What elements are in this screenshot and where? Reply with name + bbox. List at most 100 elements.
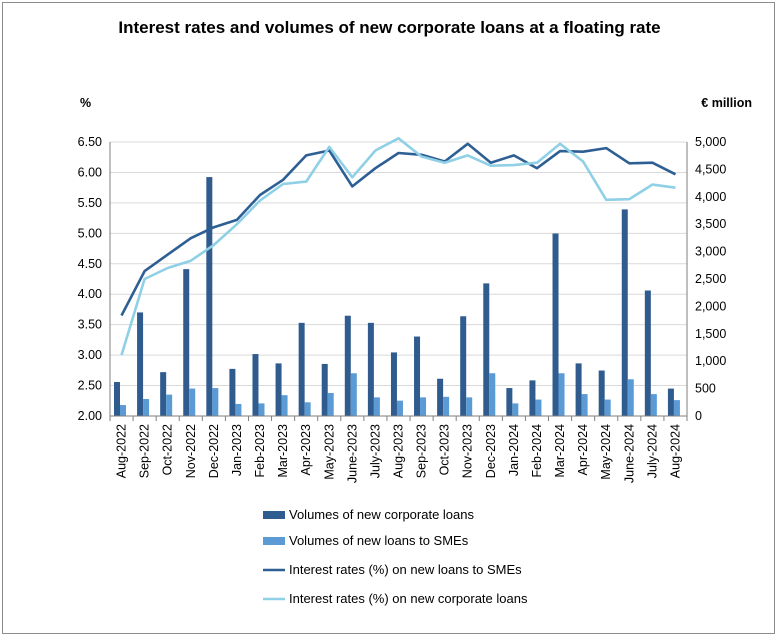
right-tick-label: 4,000 bbox=[695, 190, 726, 204]
left-tick-label: 3.50 bbox=[78, 318, 102, 332]
bar bbox=[575, 363, 582, 416]
left-axis-unit: % bbox=[80, 96, 91, 110]
x-tick-label: June-2024 bbox=[622, 424, 636, 483]
x-tick-label: Sep-2022 bbox=[138, 424, 152, 478]
series-line bbox=[120, 142, 677, 317]
x-tick-label: July-2024 bbox=[645, 424, 659, 478]
legend: Volumes of new corporate loans Volumes of… bbox=[263, 507, 528, 606]
x-tick-label: Oct-2022 bbox=[161, 424, 175, 475]
left-tick-label: 4.00 bbox=[78, 287, 102, 301]
x-tick-label: Dec-2022 bbox=[207, 424, 221, 478]
chart-title: Interest rates and volumes of new corpor… bbox=[118, 18, 661, 37]
bar bbox=[460, 316, 467, 416]
x-tick-label: June-2023 bbox=[345, 424, 359, 483]
bar bbox=[120, 405, 126, 416]
bar bbox=[581, 394, 588, 416]
right-tick-label: 2,000 bbox=[695, 299, 726, 313]
gridlines bbox=[110, 141, 687, 417]
right-tick-label: 2,500 bbox=[695, 272, 726, 286]
bar bbox=[420, 397, 427, 416]
bar bbox=[558, 373, 565, 416]
bar bbox=[535, 399, 542, 416]
x-tick-label: Dec-2023 bbox=[484, 424, 498, 478]
x-tick-label: Aug-2022 bbox=[115, 424, 129, 478]
bar bbox=[166, 394, 173, 416]
left-tick-label: 5.50 bbox=[78, 196, 102, 210]
bar bbox=[390, 352, 397, 416]
legend-swatch bbox=[263, 511, 285, 519]
left-tick-label: 5.00 bbox=[78, 226, 102, 240]
legend-label: Volumes of new loans to SMEs bbox=[289, 533, 469, 548]
bar bbox=[350, 373, 357, 416]
bar bbox=[552, 233, 559, 416]
bar bbox=[258, 403, 265, 416]
right-tick-label: 1,000 bbox=[695, 354, 726, 368]
left-tick-label: 6.00 bbox=[78, 165, 102, 179]
left-tick-label: 2.00 bbox=[78, 409, 102, 423]
x-tick-label: Feb-2024 bbox=[530, 424, 544, 478]
bar bbox=[235, 403, 242, 416]
x-tick-label: Mar-2023 bbox=[276, 424, 290, 478]
bar bbox=[621, 209, 628, 416]
right-axis-unit: € million bbox=[701, 96, 752, 110]
legend-label: Interest rates (%) on new loans to SMEs bbox=[289, 562, 522, 577]
x-tick-label: Aug-2024 bbox=[668, 424, 682, 478]
bar bbox=[512, 403, 519, 416]
bar bbox=[281, 395, 288, 416]
left-tick-label: 3.00 bbox=[78, 348, 102, 362]
bar bbox=[189, 388, 196, 416]
x-tick-label: Apr-2024 bbox=[576, 424, 590, 475]
bar bbox=[252, 354, 259, 416]
bar bbox=[212, 388, 219, 416]
right-tick-label: 0 bbox=[695, 409, 702, 423]
left-tick-label: 6.50 bbox=[78, 135, 102, 149]
line-series bbox=[120, 137, 677, 356]
x-tick-label: Sep-2023 bbox=[415, 424, 429, 478]
bar bbox=[483, 283, 490, 416]
bar bbox=[529, 380, 536, 416]
bar bbox=[443, 396, 450, 416]
series-line bbox=[120, 137, 676, 356]
legend-label: Interest rates (%) on new corporate loan… bbox=[289, 591, 528, 606]
bar bbox=[644, 290, 651, 416]
x-tick-label: Jan-2024 bbox=[507, 424, 521, 476]
bar bbox=[506, 388, 513, 416]
x-tick-label: Nov-2023 bbox=[461, 424, 475, 478]
bar bbox=[627, 379, 634, 416]
bar bbox=[489, 373, 496, 416]
bar bbox=[114, 382, 120, 416]
bar bbox=[321, 363, 328, 416]
bar bbox=[414, 336, 421, 416]
right-tick-label: 3,000 bbox=[695, 245, 726, 259]
x-tick-label: Aug-2023 bbox=[392, 424, 406, 478]
x-tick-label: Nov-2022 bbox=[184, 424, 198, 478]
right-tick-label: 1,500 bbox=[695, 327, 726, 341]
axes: 6.50 6.00 5.50 5.00 4.50 4.00 3.50 3.00 2.50 2.00… bbox=[78, 135, 727, 483]
x-tick-label: Feb-2023 bbox=[253, 424, 267, 478]
bar bbox=[673, 400, 680, 416]
bar bbox=[206, 177, 213, 416]
legend-label: Volumes of new corporate loans bbox=[289, 507, 474, 522]
bar bbox=[327, 392, 334, 416]
legend-swatch bbox=[263, 537, 285, 545]
x-tick-label: Jan-2023 bbox=[230, 424, 244, 476]
bar bbox=[344, 315, 351, 416]
right-tick-label: 4,500 bbox=[695, 162, 726, 176]
x-tick-label: Mar-2024 bbox=[553, 424, 567, 478]
bar bbox=[229, 368, 236, 416]
bar bbox=[650, 394, 657, 416]
right-tick-label: 3,500 bbox=[695, 217, 726, 231]
bar bbox=[183, 269, 190, 416]
bar bbox=[143, 399, 150, 416]
bar bbox=[598, 370, 605, 416]
x-tick-label: May-2024 bbox=[599, 424, 613, 480]
bar bbox=[667, 388, 674, 416]
left-tick-label: 2.50 bbox=[78, 379, 102, 393]
x-tick-label: July-2023 bbox=[368, 424, 382, 478]
right-tick-label: 5,000 bbox=[695, 135, 726, 149]
bar bbox=[137, 312, 144, 416]
bar bbox=[604, 399, 611, 416]
x-tick-label: Apr-2023 bbox=[299, 424, 313, 475]
bar bbox=[466, 397, 473, 416]
